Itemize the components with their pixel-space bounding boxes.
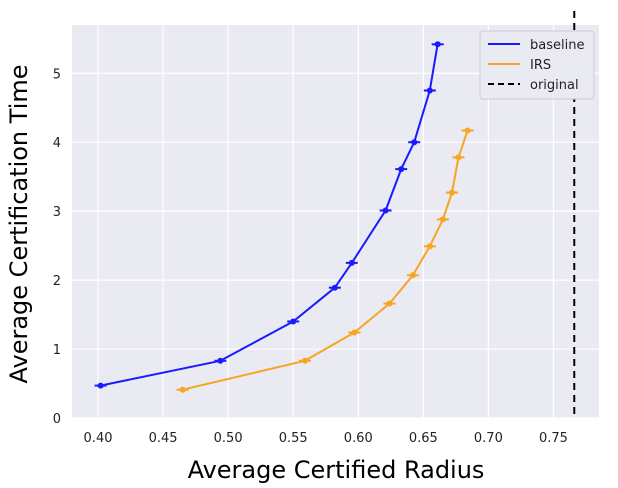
x-tick-label: 0.65 [409, 431, 438, 446]
point-baseline [348, 259, 355, 266]
x-tick-label: 0.70 [474, 431, 503, 446]
point-irs [301, 357, 308, 364]
y-tick-labels: 0 1 2 3 4 5 [53, 67, 61, 427]
point-baseline [434, 41, 441, 48]
y-tick-label: 5 [53, 67, 61, 82]
point-baseline [382, 207, 389, 214]
point-baseline [411, 139, 418, 146]
y-tick-label: 2 [53, 274, 61, 289]
x-tick-label: 0.40 [84, 431, 113, 446]
legend-label-original: original [530, 78, 579, 93]
point-baseline [398, 166, 405, 173]
x-axis-label: Average Certified Radius [188, 456, 485, 484]
legend: baseline IRS original [479, 30, 595, 100]
point-irs [426, 243, 433, 250]
x-tick-label: 0.50 [214, 431, 243, 446]
point-irs [455, 154, 462, 161]
point-irs [439, 216, 446, 223]
point-baseline [426, 87, 433, 94]
series-line-baseline [100, 44, 439, 387]
x-tick-label: 0.55 [279, 431, 308, 446]
point-irs [464, 127, 471, 134]
legend-label-baseline: baseline [530, 38, 584, 53]
y-axis-label: Average Certification Time [5, 64, 33, 383]
series-line-irs [182, 130, 469, 391]
point-irs [351, 329, 358, 336]
point-irs [409, 272, 416, 279]
x-tick-labels: 0.40 0.45 0.50 0.55 0.60 0.65 0.70 0.75 [84, 431, 568, 446]
y-tick-label: 1 [53, 343, 61, 358]
x-tick-label: 0.60 [344, 431, 373, 446]
point-irs [179, 386, 186, 393]
x-tick-label: 0.75 [539, 431, 568, 446]
point-baseline [331, 284, 338, 291]
y-tick-label: 0 [53, 412, 61, 427]
series-layer [94, 11, 576, 418]
x-tick-label: 0.45 [149, 431, 178, 446]
point-baseline [290, 318, 297, 325]
point-baseline [217, 357, 224, 364]
y-tick-label: 4 [53, 136, 61, 151]
point-irs [386, 300, 393, 307]
legend-label-irs: IRS [530, 58, 551, 73]
point-irs [448, 189, 455, 196]
legend-box [479, 30, 595, 100]
point-baseline [97, 382, 104, 389]
y-tick-label: 3 [53, 205, 61, 220]
